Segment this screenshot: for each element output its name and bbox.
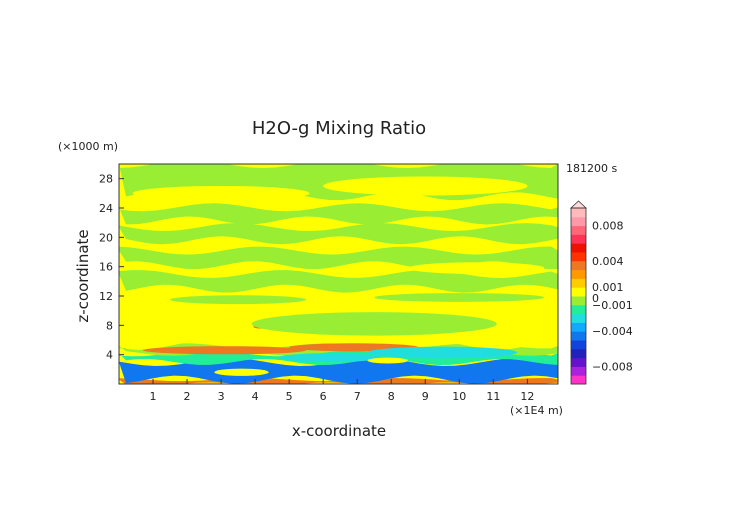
contour-feature [132, 186, 310, 201]
contour-feature [278, 353, 382, 362]
y-axis-unit: (×1000 m) [58, 140, 118, 153]
x-axis-label: x-coordinate [292, 422, 386, 440]
colorbar-swatch [571, 304, 586, 315]
colorbar-swatch [571, 366, 586, 376]
colorbar-swatch [571, 322, 586, 332]
colorbar-label: 0.004 [592, 255, 624, 268]
colorbar-swatch [571, 331, 586, 341]
x-tick-label: 10 [452, 390, 466, 403]
x-axis-unit: (×1E4 m) [510, 404, 563, 417]
x-tick-label: 12 [520, 390, 534, 403]
colorbar-swatch [571, 375, 586, 385]
contour-feature [214, 368, 269, 376]
colorbar-swatch [571, 234, 586, 244]
contour-band [119, 270, 558, 293]
x-tick-label: 3 [218, 390, 225, 403]
contour-band [119, 223, 558, 245]
x-tick-label: 2 [184, 390, 191, 403]
colorbar-swatch [571, 225, 586, 235]
colorbar-swatch [571, 252, 586, 262]
contour-feature [367, 346, 518, 359]
x-tick-label: 11 [486, 390, 500, 403]
colorbar-swatch [571, 208, 586, 218]
y-tick-label: 12 [99, 290, 113, 303]
y-tick-label: 24 [99, 202, 113, 215]
colorbar-swatch [571, 216, 586, 227]
colorbar-swatch [571, 348, 586, 359]
contour-feature [408, 262, 545, 274]
colorbar-swatch [571, 357, 586, 367]
y-tick-label: 28 [99, 173, 113, 186]
x-tick-label: 8 [388, 390, 395, 403]
contour-plot-area [119, 164, 558, 384]
colorbar-swatch [571, 269, 586, 279]
y-axis-ticks: 4 8 12 16 20 24 28 [99, 173, 124, 362]
y-axis-label: z-coordinate [74, 229, 92, 322]
colorbar-label: −0.004 [592, 325, 633, 338]
contour-feature [170, 295, 307, 305]
y-tick-label: 4 [106, 349, 113, 362]
y-tick-label: 16 [99, 261, 113, 274]
x-tick-label: 6 [320, 390, 327, 403]
contour-band [119, 203, 558, 225]
colorbar-swatch [571, 313, 586, 323]
colorbar-overflow-arrow [569, 200, 588, 209]
y-tick-label: 20 [99, 231, 113, 244]
colorbar-label: −0.008 [592, 360, 633, 373]
contour-feature [251, 312, 497, 336]
colorbar-label: −0.001 [592, 299, 633, 312]
plot-frame [118, 163, 559, 385]
colorbar-label: 0.001 [592, 281, 624, 294]
x-tick-label: 9 [422, 390, 429, 403]
colorbar-swatch [571, 296, 586, 306]
colorbar-label: 0 [592, 292, 599, 305]
colorbar-label: 0.008 [592, 220, 624, 233]
contour-feature [367, 357, 409, 364]
contour-band [119, 358, 558, 384]
chart-title: H2O-g Mixing Ratio [252, 118, 426, 139]
x-tick-label: 4 [252, 390, 259, 403]
colorbar-swatch [571, 278, 586, 288]
x-tick-label: 7 [354, 390, 361, 403]
colorbar-swatch [571, 243, 586, 253]
x-axis-ticks: 1 2 3 4 5 6 7 8 9 10 11 12 [150, 379, 534, 403]
contour-feature [142, 346, 307, 355]
contour-feature [323, 176, 528, 196]
colorbar-swatch [571, 287, 586, 297]
colorbar-frame [570, 207, 587, 385]
colorbar-swatch [571, 260, 586, 271]
contour-feature [374, 293, 545, 302]
x-tick-label: 5 [286, 390, 293, 403]
x-tick-label: 1 [150, 390, 157, 403]
time-label: 181200 s [566, 162, 617, 175]
colorbar-swatch [571, 340, 586, 350]
y-tick-label: 8 [106, 319, 113, 332]
